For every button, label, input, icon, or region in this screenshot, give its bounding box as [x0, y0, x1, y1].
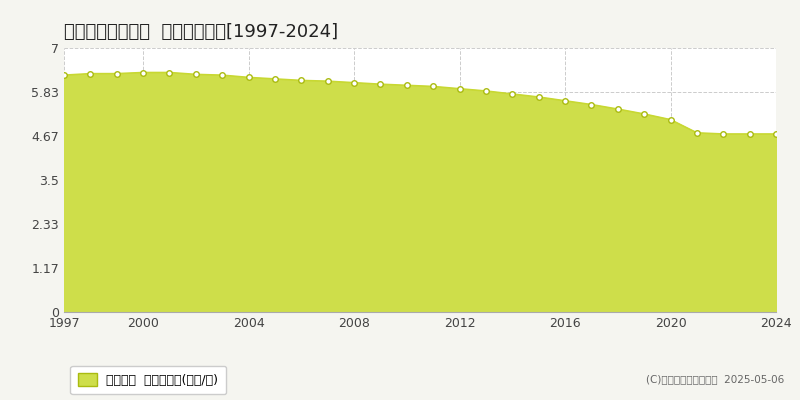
Text: (C)土地価格ドットコム  2025-05-06: (C)土地価格ドットコム 2025-05-06: [646, 374, 784, 384]
Text: 佐用郡佐用町平福  基準地価推移[1997-2024]: 佐用郡佐用町平福 基準地価推移[1997-2024]: [64, 23, 338, 41]
Legend: 基準地価  平均坪単価(万円/坪): 基準地価 平均坪単価(万円/坪): [70, 366, 226, 394]
